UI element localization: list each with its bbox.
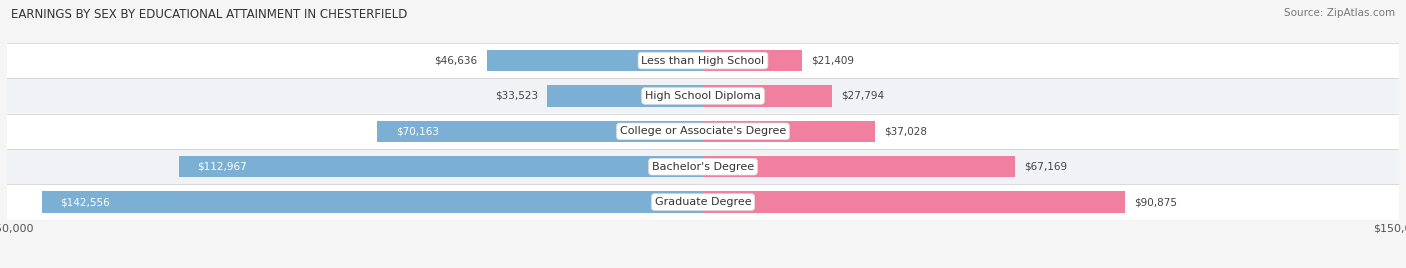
Text: $33,523: $33,523	[495, 91, 538, 101]
Text: $21,409: $21,409	[811, 55, 855, 66]
Text: Graduate Degree: Graduate Degree	[655, 197, 751, 207]
Text: $142,556: $142,556	[60, 197, 110, 207]
Text: Less than High School: Less than High School	[641, 55, 765, 66]
Text: Bachelor's Degree: Bachelor's Degree	[652, 162, 754, 172]
Bar	[703, 121, 875, 142]
Text: EARNINGS BY SEX BY EDUCATIONAL ATTAINMENT IN CHESTERFIELD: EARNINGS BY SEX BY EDUCATIONAL ATTAINMEN…	[11, 8, 408, 21]
FancyBboxPatch shape	[7, 184, 1399, 220]
Bar	[377, 121, 703, 142]
FancyBboxPatch shape	[7, 149, 1399, 184]
Text: $90,875: $90,875	[1133, 197, 1177, 207]
Text: $37,028: $37,028	[884, 126, 927, 136]
Bar	[42, 191, 703, 213]
Text: High School Diploma: High School Diploma	[645, 91, 761, 101]
Text: $46,636: $46,636	[434, 55, 478, 66]
FancyBboxPatch shape	[7, 43, 1399, 78]
Text: $67,169: $67,169	[1024, 162, 1067, 172]
Text: $112,967: $112,967	[197, 162, 247, 172]
Bar	[703, 85, 832, 107]
Bar	[703, 191, 1125, 213]
Bar	[703, 156, 1015, 177]
Text: College or Associate's Degree: College or Associate's Degree	[620, 126, 786, 136]
Text: $27,794: $27,794	[841, 91, 884, 101]
Bar	[547, 85, 703, 107]
Bar	[486, 50, 703, 71]
Text: $70,163: $70,163	[396, 126, 439, 136]
Bar	[179, 156, 703, 177]
FancyBboxPatch shape	[7, 78, 1399, 114]
Bar	[703, 50, 803, 71]
Text: Source: ZipAtlas.com: Source: ZipAtlas.com	[1284, 8, 1395, 18]
FancyBboxPatch shape	[7, 114, 1399, 149]
